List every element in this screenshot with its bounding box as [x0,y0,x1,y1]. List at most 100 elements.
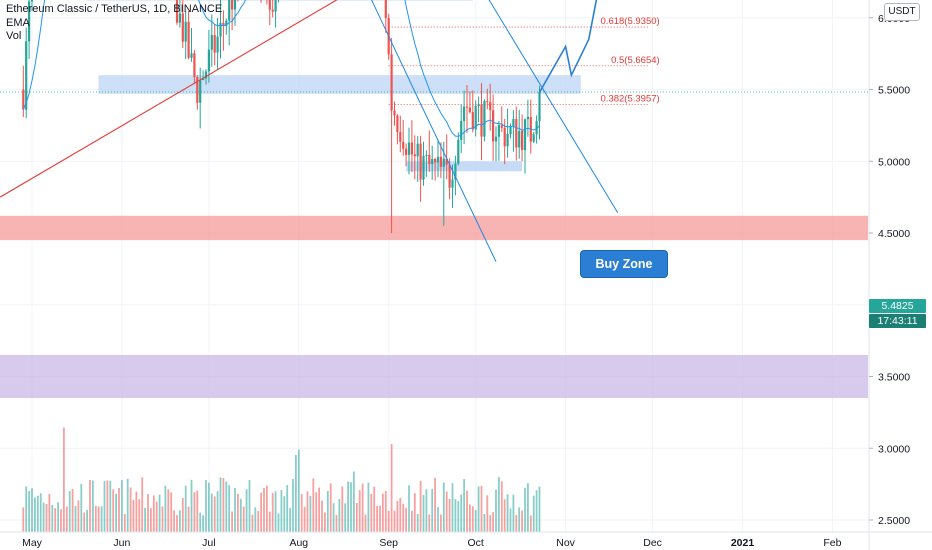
volume-bar [266,485,268,532]
candle-body [526,116,529,120]
candle-body [436,156,440,163]
support-zone [0,215,868,241]
candle-body [448,164,451,188]
candle [405,143,408,167]
candle [219,0,222,59]
price-axis-tick: 2.5000 [878,515,910,527]
candle [506,108,509,158]
candle-body [410,142,413,155]
candle [407,127,411,175]
candle-body [225,20,228,26]
volume-bar [376,506,378,532]
candle-body [486,101,489,103]
candle-body [439,156,442,167]
time-axis-tick: Nov [556,537,575,549]
candle [439,142,442,179]
candle-body [405,148,408,155]
candle-body [396,115,399,133]
candle [396,114,399,145]
candle [193,50,196,83]
volume-bar [187,506,190,532]
volume-bar [440,514,442,532]
candle-body [532,134,535,142]
candle [225,18,228,35]
candle [454,155,457,196]
candle [390,37,393,233]
candle [178,0,181,28]
volume-bar [471,506,474,532]
candle [393,101,396,126]
volume-bar [448,498,451,532]
volume-bar [382,493,384,532]
candle [271,0,274,18]
candle-body [210,35,213,50]
fib-level-label: 0.618(5.9350) [601,16,660,27]
candle [486,88,489,110]
volume-bar [257,511,260,532]
candle-body [445,158,448,165]
candle [30,0,34,12]
volume-bar [524,487,526,532]
candle-body [460,120,463,140]
currency-badge[interactable]: USDT [884,3,920,21]
volume-bar [158,494,161,532]
candle [190,28,193,62]
volume-bar [103,481,106,532]
volume-indicator-label[interactable]: Vol [6,30,22,42]
candle [175,0,179,25]
candle-body [175,0,179,23]
time-axis-tick: Sep [379,537,398,549]
candle-body [222,22,225,26]
candle-body [457,139,460,164]
rising-trendline [0,0,338,198]
volume-bar [399,497,402,532]
candle [231,0,234,31]
candle-body [390,54,393,111]
volume-bar [529,515,532,532]
volume-bar [457,501,460,532]
volume-bar [309,495,312,532]
volume-bar [222,477,225,532]
candle-body [207,49,210,72]
candle-body [454,163,457,180]
volume-bar [31,488,33,532]
candle-body [28,1,31,42]
volume-bar [324,512,326,532]
candle-body [451,179,454,188]
ema-indicator-label[interactable]: EMA [6,17,30,29]
volume-bar [350,482,352,532]
time-axis-tick: Jun [113,537,130,549]
volume-bar [170,492,173,532]
volume-bar [416,514,419,532]
volume-bar [353,471,355,532]
volume-bar [280,490,283,532]
volume-bar [387,510,390,532]
candle [181,0,184,48]
volume-bar [312,478,315,532]
candle-body [500,125,503,128]
price-axis-tick: 3.5000 [878,372,910,384]
candle-body [416,143,419,157]
volume-bar [425,489,428,532]
candle-body [512,118,515,127]
candle [399,115,402,153]
volume-bar [190,479,193,532]
volume-bar [402,503,405,532]
volume-bar [213,496,216,532]
candle [500,106,503,132]
volume-bar [60,509,62,532]
candle-body [434,158,437,163]
time-axis-tick: 2021 [731,537,755,549]
chart-title: Ethereum Classic / TetherUS, 1D, BINANCE [6,3,223,15]
candle [474,100,477,137]
volume-bar [193,492,196,532]
candle-body [465,106,469,108]
volume-bar [179,510,181,532]
candle [494,126,498,162]
candle [222,10,225,51]
candle-body [521,130,524,150]
candle-body [187,21,190,58]
candle-body [199,80,202,103]
candle [228,0,231,46]
